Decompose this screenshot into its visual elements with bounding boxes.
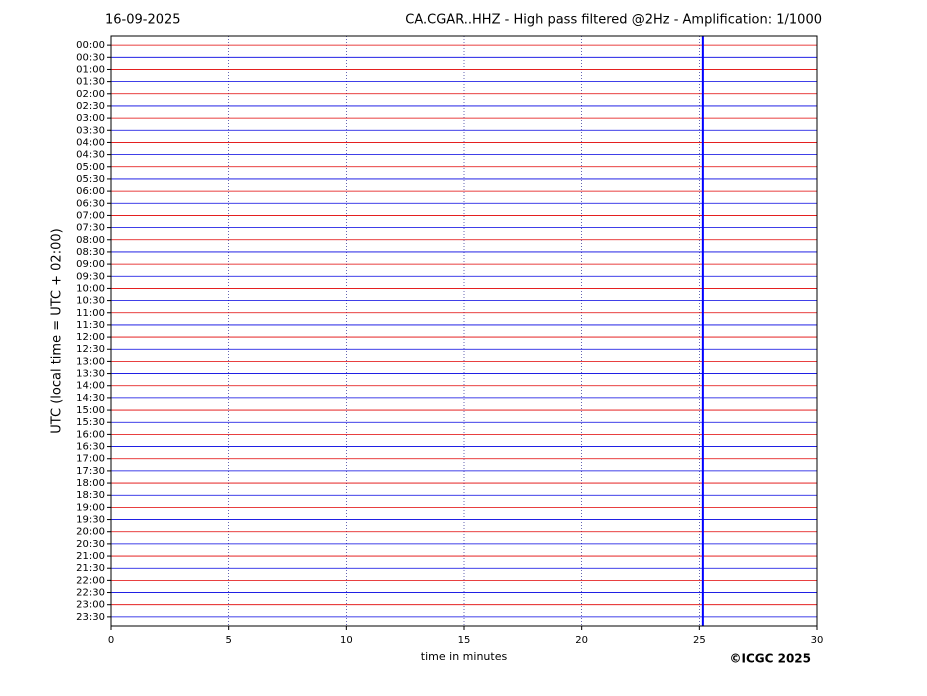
x-tick-label: 15: [458, 635, 471, 646]
y-tick-label: 09:30: [76, 271, 105, 282]
y-tick-label: 10:00: [76, 283, 105, 294]
y-tick-label: 03:00: [76, 113, 105, 124]
y-tick-label: 01:30: [76, 77, 105, 88]
y-tick-label: 15:00: [76, 405, 105, 416]
y-tick-label: 01:00: [76, 64, 105, 75]
y-tick-label: 21:30: [76, 563, 105, 574]
y-tick-label: 22:30: [76, 588, 105, 599]
x-tick-label: 25: [693, 635, 706, 646]
y-tick-label: 19:30: [76, 515, 105, 526]
y-tick-label: 04:30: [76, 150, 105, 161]
y-tick-label: 23:00: [76, 600, 105, 611]
y-tick-label: 12:00: [76, 332, 105, 343]
date-label: 16-09-2025: [105, 13, 181, 28]
y-tick-label: 18:00: [76, 478, 105, 489]
y-tick-label: 05:00: [76, 162, 105, 173]
y-tick-label: 00:00: [76, 40, 105, 51]
y-tick-label: 08:30: [76, 247, 105, 258]
y-tick-label: 21:00: [76, 551, 105, 562]
y-tick-label: 18:30: [76, 490, 105, 501]
x-tick-label: 20: [575, 635, 588, 646]
y-tick-label: 02:30: [76, 101, 105, 112]
y-tick-label: 20:30: [76, 539, 105, 550]
y-axis-label: UTC (local time = UTC + 02:00): [50, 228, 65, 433]
y-tick-label: 16:30: [76, 442, 105, 453]
y-tick-label: 14:30: [76, 393, 105, 404]
y-tick-label: 14:00: [76, 381, 105, 392]
y-tick-label: 03:30: [76, 125, 105, 136]
x-tick-label: 5: [225, 635, 231, 646]
x-tick-label: 30: [811, 635, 824, 646]
y-tick-label: 20:00: [76, 527, 105, 538]
y-tick-label: 13:30: [76, 369, 105, 380]
y-tick-label: 15:30: [76, 417, 105, 428]
y-tick-label: 17:00: [76, 454, 105, 465]
copyright: ©ICGC 2025: [729, 652, 811, 666]
y-tick-label: 00:30: [76, 52, 105, 63]
y-tick-label: 06:00: [76, 186, 105, 197]
y-tick-label: 11:00: [76, 308, 105, 319]
plot-frame: [110, 35, 818, 627]
y-tick-label: 08:00: [76, 235, 105, 246]
x-axis-label: time in minutes: [421, 650, 508, 663]
y-tick-label: 22:00: [76, 575, 105, 586]
x-tick-label: 10: [340, 635, 353, 646]
y-tick-label: 09:00: [76, 259, 105, 270]
y-tick-label: 07:30: [76, 223, 105, 234]
y-tick-label: 02:00: [76, 89, 105, 100]
y-tick-label: 07:00: [76, 210, 105, 221]
x-tick-label: 0: [108, 635, 114, 646]
y-tick-label: 17:30: [76, 466, 105, 477]
y-tick-label: 13:00: [76, 356, 105, 367]
y-tick-label: 12:30: [76, 344, 105, 355]
y-tick-label: 05:30: [76, 174, 105, 185]
y-tick-label: 11:30: [76, 320, 105, 331]
y-tick-label: 19:00: [76, 502, 105, 513]
y-tick-label: 10:30: [76, 296, 105, 307]
chart-title: CA.CGAR..HHZ - High pass filtered @2Hz -…: [405, 13, 822, 28]
y-tick-label: 16:00: [76, 429, 105, 440]
y-tick-label: 04:00: [76, 137, 105, 148]
y-tick-label: 23:30: [76, 612, 105, 623]
y-tick-label: 06:30: [76, 198, 105, 209]
